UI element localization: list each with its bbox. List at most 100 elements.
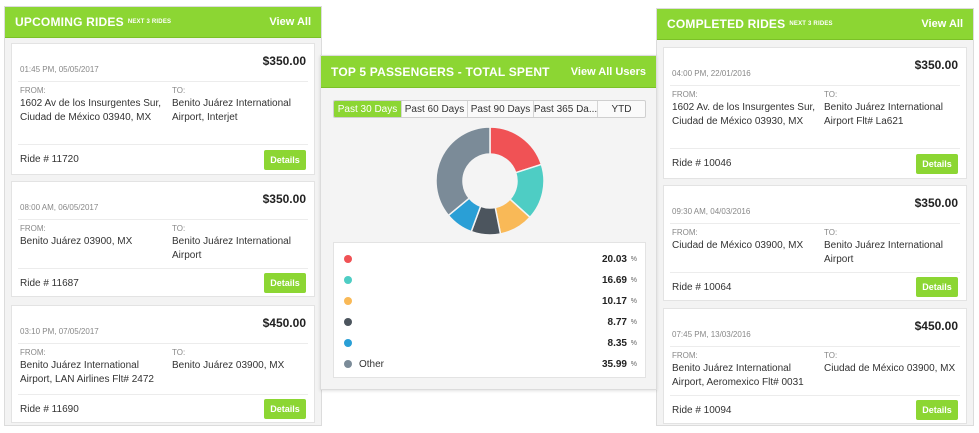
divider [670,346,960,347]
legend-color-dot [344,297,352,305]
from-label: FROM: [672,351,698,360]
upcoming-view-all-link[interactable]: View All [269,16,311,28]
donut-slice [489,126,543,174]
legend-row: 16.69 % [334,272,645,288]
ride-number: Ride # 11720 [20,154,79,165]
legend-percent-sign: % [630,297,637,305]
donut-slice [435,126,491,217]
completed-ride-card: 09:30 AM, 04/03/2016 $350.00 FROM: TO: C… [663,185,967,301]
details-button[interactable]: Details [264,399,306,419]
to-address: Ciudad de México 03900, MX [824,363,956,374]
to-address: Benito Juárez International Airport [172,236,291,261]
details-button[interactable]: Details [264,273,306,293]
from-label: FROM: [20,86,46,95]
legend-value: 16.69 [601,274,627,286]
divider [18,81,308,82]
from-label: FROM: [672,90,698,99]
completed-view-all-link[interactable]: View All [921,18,963,30]
legend-percent-sign: % [630,339,637,347]
ride-number: Ride # 10064 [672,282,732,293]
upcoming-rides-header: UPCOMING RIDES NEXT 3 RIDES View All [5,7,321,38]
divider [18,268,308,269]
from-address: Benito Juárez 03900, MX [20,236,133,247]
legend-color-dot [344,339,352,347]
ride-price: $350.00 [914,58,958,72]
view-all-users-link[interactable]: View All Users [570,65,646,78]
from-address: 1602 Av de los Insurgentes Sur, Ciudad d… [20,98,162,123]
details-button[interactable]: Details [916,154,958,174]
upcoming-ride-card: 01:45 PM, 05/05/2017 $350.00 FROM: TO: 1… [11,43,315,175]
legend-value: 8.35 [607,337,627,349]
ride-price: $350.00 [262,54,306,68]
upcoming-rides-title-text: UPCOMING RIDES [15,15,124,29]
completed-rides-title: COMPLETED RIDES NEXT 3 RIDES [667,15,833,33]
ride-number: Ride # 10046 [672,158,732,169]
period-tabs: Past 30 Days Past 60 Days Past 90 Days P… [333,100,646,118]
tab-past-365-days[interactable]: Past 365 Da... [534,101,598,117]
to-label: TO: [824,228,838,237]
top-passengers-title: TOP 5 PASSENGERS - TOTAL SPENT [331,64,550,79]
completed-rides-title-text: COMPLETED RIDES [667,17,786,31]
to-address: Benito Juárez International Airport [824,240,943,265]
ride-number: Ride # 11687 [20,278,79,289]
divider [670,223,960,224]
legend-percent-sign: % [630,360,637,368]
completed-rides-header: COMPLETED RIDES NEXT 3 RIDES View All [657,9,973,40]
to-label: TO: [172,348,186,357]
upcoming-rides-subtitle: NEXT 3 RIDES [127,18,172,25]
from-label: FROM: [20,224,46,233]
passenger-legend: 20.03 % 16.69 % 10.17 % 8.77 % 8.35 % [333,242,646,378]
ride-datetime: 03:10 PM, 07/05/2017 [20,327,99,336]
legend-value: 35.99 [601,358,627,370]
details-button[interactable]: Details [916,277,958,297]
divider [18,144,308,145]
details-button[interactable]: Details [916,400,958,420]
from-address: Benito Juárez International Airport, Aer… [672,363,804,388]
to-address: Benito Juárez 03900, MX [172,360,285,371]
upcoming-ride-card: 03:10 PM, 07/05/2017 $450.00 FROM: TO: B… [11,305,315,423]
tab-past-90-days[interactable]: Past 90 Days [468,101,534,117]
from-address: Ciudad de México 03900, MX [672,240,804,251]
completed-rides-subtitle: NEXT 3 RIDES [789,20,833,27]
ride-price: $350.00 [262,192,306,206]
legend-percent-sign: % [630,255,637,263]
from-address: Benito Juárez International Airport, LAN… [20,360,154,385]
ride-datetime: 01:45 PM, 05/05/2017 [20,65,99,74]
upcoming-ride-card: 08:00 AM, 06/05/2017 $350.00 FROM: TO: B… [11,181,315,297]
tab-ytd[interactable]: YTD [611,103,632,115]
ride-price: $450.00 [262,316,306,330]
ride-datetime: 09:30 AM, 04/03/2016 [672,207,751,216]
legend-value: 8.77 [607,316,627,328]
legend-color-dot [344,360,352,368]
ride-number: Ride # 10094 [672,405,732,416]
ride-datetime: 04:00 PM, 22/01/2016 [672,69,751,78]
top-passengers-header: TOP 5 PASSENGERS - TOTAL SPENT View All … [321,56,656,88]
from-address: 1602 Av. de los Insurgentes Sur, Ciudad … [672,102,816,127]
divider [18,394,308,395]
divider [670,85,960,86]
ride-price: $450.00 [914,319,958,333]
ride-datetime: 07:45 PM, 13/03/2016 [672,330,751,339]
to-address: Benito Juárez International Airport, Int… [172,98,291,123]
completed-rides-panel: COMPLETED RIDES NEXT 3 RIDES View All 04:… [656,8,974,426]
to-label: TO: [172,224,186,233]
legend-row: 10.17 % [334,293,645,309]
tab-past-30-days[interactable]: Past 30 Days [334,101,402,117]
details-button[interactable]: Details [264,150,306,170]
legend-row: 8.77 % [334,314,645,330]
from-label: FROM: [20,348,46,357]
tab-past-60-days[interactable]: Past 60 Days [402,101,468,117]
legend-value: 20.03 [601,253,627,265]
legend-row: 20.03 % [334,251,645,267]
legend-value: 10.17 [601,295,627,307]
upcoming-rides-title: UPCOMING RIDES NEXT 3 RIDES [15,13,171,31]
legend-row: Other 35.99 % [334,356,645,372]
ride-number: Ride # 11690 [20,404,79,415]
to-label: TO: [172,86,186,95]
legend-percent-sign: % [630,318,637,326]
divider [670,148,960,149]
divider [670,272,960,273]
spending-donut-chart [435,126,545,236]
legend-row: 8.35 % [334,335,645,351]
top-passengers-panel: TOP 5 PASSENGERS - TOTAL SPENT View All … [320,55,657,390]
